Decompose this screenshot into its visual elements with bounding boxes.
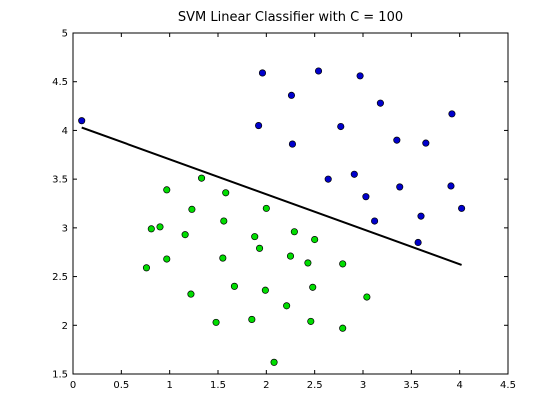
data-point	[255, 122, 263, 130]
data-point	[261, 286, 269, 294]
data-point	[396, 183, 404, 191]
y-tick-label: 4.5	[52, 77, 68, 88]
data-point	[324, 175, 332, 183]
data-point	[458, 204, 466, 212]
chart-title: SVM Linear Classifier with C = 100	[178, 10, 403, 25]
y-tick-label: 2.5	[52, 272, 68, 283]
x-axis: 0 0.5 1 1.5 2 2.5 3 3.5 4 4.5	[70, 33, 516, 391]
x-tick-label: 1.5	[210, 380, 226, 391]
y-tick-label: 1.5	[52, 370, 68, 381]
y-tick-label: 5	[62, 29, 68, 40]
data-point	[311, 235, 319, 244]
data-point	[188, 205, 196, 213]
x-tick-label: 2.5	[307, 380, 323, 391]
x-tick-label: 1	[166, 380, 172, 391]
data-point	[337, 122, 345, 131]
x-tick-label: 0.5	[113, 380, 129, 391]
x-tick-label: 4	[456, 380, 462, 391]
data-point	[376, 99, 384, 107]
data-point	[287, 91, 296, 99]
decision-boundary	[81, 126, 462, 266]
data-point	[262, 204, 270, 212]
data-point	[222, 189, 230, 197]
data-point	[163, 186, 171, 194]
decision-boundary-line	[81, 126, 462, 266]
y-tick-label: 3	[62, 223, 68, 234]
data-point	[270, 358, 278, 366]
data-point	[181, 231, 189, 239]
x-tick-label: 2	[263, 380, 269, 391]
data-point	[414, 238, 422, 247]
data-point	[248, 315, 256, 323]
data-point	[393, 136, 401, 144]
data-point	[304, 259, 312, 267]
data-point	[371, 217, 379, 225]
x-tick-label: 4.5	[500, 380, 516, 391]
x-tick-label: 0	[70, 380, 76, 391]
data-point	[212, 318, 220, 326]
y-tick-label: 3.5	[52, 175, 68, 186]
data-point	[163, 255, 171, 263]
data-point	[251, 233, 259, 241]
x-tick-label: 3	[360, 380, 366, 391]
data-point	[307, 317, 315, 325]
series-1	[78, 67, 466, 247]
data-point	[288, 140, 296, 148]
data-point	[339, 260, 347, 268]
data-point	[362, 193, 370, 201]
data-point	[422, 139, 430, 147]
data-point	[447, 182, 455, 190]
data-point	[256, 244, 264, 252]
data-point	[78, 117, 86, 125]
data-point	[339, 324, 347, 332]
data-point	[363, 293, 371, 301]
data-point	[286, 252, 295, 260]
data-point	[198, 174, 206, 182]
data-point	[356, 72, 364, 80]
data-point	[156, 223, 164, 231]
data-point	[187, 290, 195, 298]
data-point	[417, 212, 425, 220]
data-point	[258, 69, 267, 77]
data-point	[230, 282, 238, 290]
data-point	[309, 283, 317, 291]
y-axis: 1.5 2 2.5 3 3.5 4 4.5 5	[52, 29, 508, 381]
series-2	[142, 174, 371, 366]
data-point	[142, 264, 151, 272]
data-point	[220, 217, 228, 225]
y-tick-label: 4	[62, 126, 68, 137]
y-tick-label: 2	[62, 321, 68, 332]
data-point	[314, 67, 323, 75]
data-point	[283, 302, 291, 310]
x-tick-label: 3.5	[403, 380, 419, 391]
data-points	[78, 67, 466, 366]
data-point	[147, 225, 155, 233]
data-point	[290, 228, 298, 236]
data-point	[219, 254, 227, 262]
data-point	[448, 110, 456, 118]
data-point	[350, 170, 358, 178]
